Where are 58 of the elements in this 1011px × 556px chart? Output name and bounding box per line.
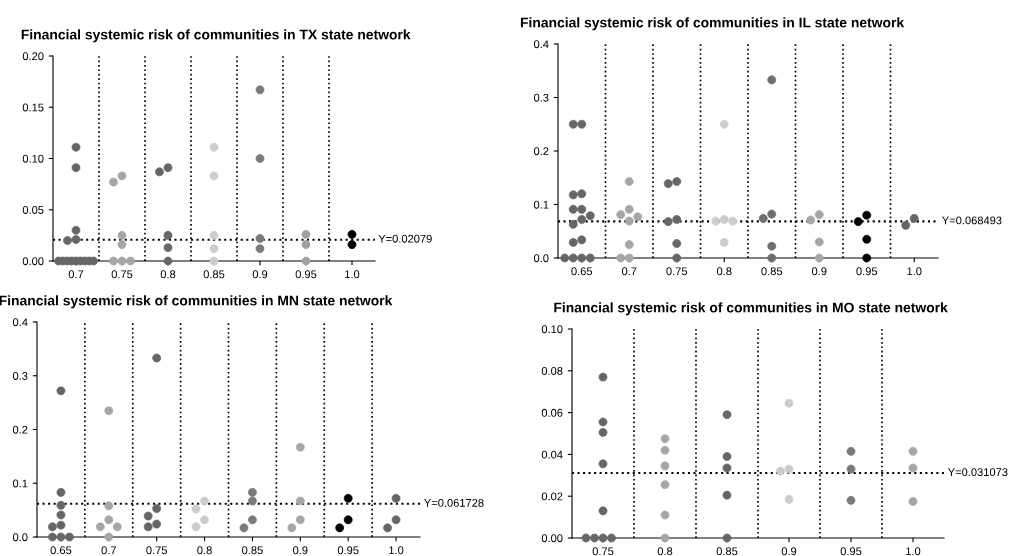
x-tick-label: 0.75 xyxy=(666,267,688,276)
y-tick-label: 0.08 xyxy=(541,367,563,375)
y-tick-label: 0.4 xyxy=(12,318,28,327)
x-tick-label: 0.7 xyxy=(101,546,116,555)
chart-title: Financial systemic risk of communities in TX state network xyxy=(21,29,411,43)
y-tick-label: 0.1 xyxy=(533,200,549,209)
x-tick-label: 1.0 xyxy=(907,267,922,276)
y-tick-label: 0.10 xyxy=(22,154,44,163)
x-tick-label: 0.95 xyxy=(840,547,862,556)
ref-line-label: Y=0.061728 xyxy=(424,498,484,507)
y-tick-label: 0.20 xyxy=(22,52,44,61)
y-tick-label: 0.0 xyxy=(12,533,28,542)
x-tick-label: 0.75 xyxy=(111,270,133,279)
y-tick-label: 0.0 xyxy=(533,254,549,263)
y-tick-label: 0.15 xyxy=(22,103,44,112)
chart-title: Financial systemic risk of communities in MN state network xyxy=(0,295,393,309)
y-tick-label: 0.1 xyxy=(12,479,28,488)
x-tick-label: 0.95 xyxy=(856,267,878,276)
x-tick-label: 0.75 xyxy=(592,547,614,556)
x-tick-label: 0.7 xyxy=(68,270,84,279)
y-tick-label: 0.2 xyxy=(533,147,549,156)
x-tick-label: 0.8 xyxy=(716,267,732,276)
x-tick-label: 0.8 xyxy=(657,547,673,556)
ref-line-label: Y=0.02079 xyxy=(378,234,432,243)
x-tick-label: 0.9 xyxy=(252,270,268,279)
x-tick-label: 0.8 xyxy=(197,546,212,555)
y-tick-label: 0.2 xyxy=(12,425,28,434)
ref-line-label: Y=0.068493 xyxy=(942,216,1002,225)
x-tick-label: 0.7 xyxy=(621,267,637,276)
x-tick-label: 0.85 xyxy=(716,547,738,556)
x-tick-label: 0.85 xyxy=(203,270,225,279)
x-tick-label: 0.85 xyxy=(761,267,783,276)
y-tick-label: 0.06 xyxy=(541,408,563,417)
x-tick-label: 0.65 xyxy=(50,546,72,555)
x-tick-label: 0.8 xyxy=(160,270,176,279)
y-tick-label: 0.05 xyxy=(22,206,44,214)
x-tick-label: 0.9 xyxy=(811,267,827,276)
y-tick-label: 0.00 xyxy=(22,257,44,266)
x-tick-label: 0.95 xyxy=(295,270,317,279)
x-tick-label: 1.0 xyxy=(906,547,921,556)
x-tick-label: 1.0 xyxy=(389,546,404,555)
y-tick-label: 0.02 xyxy=(541,492,563,501)
x-tick-label: 0.9 xyxy=(781,547,797,556)
chart-title: Financial systemic risk of communities in MO state network xyxy=(554,302,948,316)
x-tick-label: 0.75 xyxy=(146,546,168,555)
y-tick-label: 0.4 xyxy=(533,40,549,49)
y-tick-label: 0.10 xyxy=(541,325,563,334)
x-tick-label: 0.85 xyxy=(242,546,263,555)
y-tick-label: 0.3 xyxy=(12,372,28,380)
y-tick-label: 0.3 xyxy=(533,93,549,102)
y-tick-label: 0.00 xyxy=(541,534,563,543)
chart-title: Financial systemic risk of communities in IL state network xyxy=(520,17,905,31)
x-tick-label: 0.65 xyxy=(571,267,593,276)
ref-line-label: Y=0.031073 xyxy=(947,468,1008,477)
x-tick-label: 0.9 xyxy=(293,546,308,555)
x-tick-label: 1.0 xyxy=(345,270,360,279)
x-tick-label: 0.95 xyxy=(337,546,359,555)
y-tick-label: 0.04 xyxy=(541,450,563,459)
